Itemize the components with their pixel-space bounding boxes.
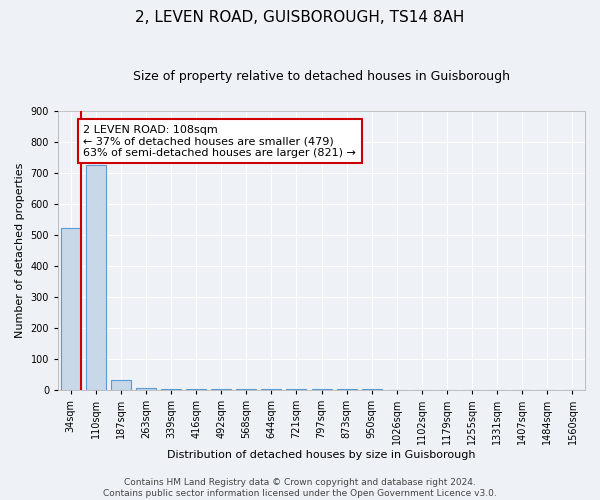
Text: 2 LEVEN ROAD: 108sqm
← 37% of detached houses are smaller (479)
63% of semi-deta: 2 LEVEN ROAD: 108sqm ← 37% of detached h… [83, 124, 356, 158]
Text: Contains HM Land Registry data © Crown copyright and database right 2024.
Contai: Contains HM Land Registry data © Crown c… [103, 478, 497, 498]
Bar [111, 380, 131, 390]
Text: 2, LEVEN ROAD, GUISBOROUGH, TS14 8AH: 2, LEVEN ROAD, GUISBOROUGH, TS14 8AH [136, 10, 464, 25]
Bar [211, 389, 231, 390]
Title: Size of property relative to detached houses in Guisborough: Size of property relative to detached ho… [133, 70, 510, 83]
Bar [161, 389, 181, 390]
Bar [86, 165, 106, 390]
X-axis label: Distribution of detached houses by size in Guisborough: Distribution of detached houses by size … [167, 450, 476, 460]
Bar [61, 228, 80, 390]
Y-axis label: Number of detached properties: Number of detached properties [15, 162, 25, 338]
Bar [186, 389, 206, 390]
Bar [136, 388, 156, 390]
